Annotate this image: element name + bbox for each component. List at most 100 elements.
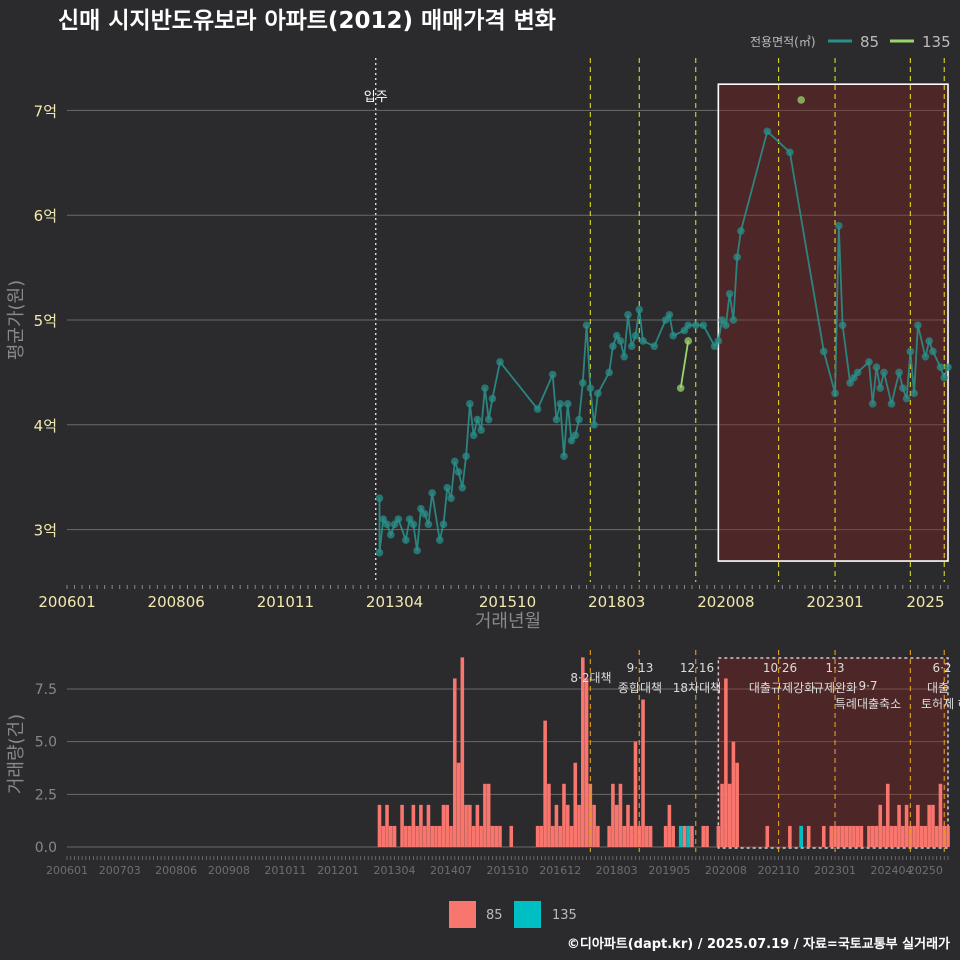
- legend-label-135: 135: [922, 33, 951, 51]
- data-point-85: [669, 331, 677, 340]
- price-x-tick-label: 2025: [906, 593, 944, 611]
- data-point-85: [819, 347, 828, 356]
- price-x-tick-label: 201011: [257, 593, 314, 611]
- data-point-85: [533, 405, 542, 413]
- price-y-tick-label: 4억: [34, 417, 57, 435]
- data-point-85: [624, 310, 632, 319]
- data-point-85: [409, 520, 418, 529]
- volume-x-tick-label: 202110: [758, 864, 800, 877]
- volume-bar-85: [543, 720, 547, 847]
- volume-bar-85: [381, 825, 386, 847]
- volume-bar-85: [882, 825, 886, 847]
- volume-bar-85: [912, 825, 916, 847]
- data-point-85: [612, 331, 621, 340]
- data-point-135: [684, 337, 693, 345]
- volume-bar-85: [946, 825, 950, 847]
- data-point-85: [590, 421, 598, 429]
- volume-bar-85: [569, 825, 574, 847]
- volume-bar-85: [486, 783, 491, 847]
- price-y-axis-label: 평균가(원): [6, 280, 27, 360]
- volume-bar-85: [806, 825, 811, 847]
- volume-x-tick-label: 200703: [99, 864, 141, 877]
- volume-x-tick-label: 201510: [487, 864, 529, 877]
- volume-bar-85: [471, 825, 476, 847]
- data-point-85: [838, 321, 847, 330]
- data-point-85: [850, 373, 858, 382]
- data-point-85: [458, 483, 467, 492]
- data-point-85: [563, 400, 572, 408]
- volume-bar-85: [573, 762, 578, 847]
- volume-bar-85: [592, 804, 596, 847]
- data-point-85: [496, 358, 504, 366]
- volume-x-tick-label: 201011: [264, 864, 306, 877]
- policy-date: 9·13: [627, 661, 654, 675]
- volume-bar-85: [833, 825, 837, 847]
- price-x-axis-label: 거래년월: [475, 611, 541, 632]
- volume-bar-85: [426, 804, 431, 847]
- volume-bar-85: [938, 783, 943, 847]
- volume-bar-85: [385, 804, 389, 847]
- data-point-85: [379, 515, 388, 523]
- policy-date: 12·16: [680, 661, 714, 675]
- policy-label: 규제완화: [813, 681, 857, 695]
- volume-bar-85: [844, 825, 849, 847]
- data-point-85: [710, 342, 719, 351]
- data-point-85: [390, 520, 399, 529]
- data-point-85: [876, 384, 885, 392]
- data-point-135: [676, 384, 685, 392]
- volume-x-tick-label: 202404: [871, 864, 913, 877]
- volume-bar-85: [641, 699, 645, 847]
- volume-bar-85: [852, 825, 856, 847]
- data-point-85: [899, 384, 907, 392]
- volume-bar-85: [441, 804, 446, 847]
- data-point-85: [661, 316, 670, 324]
- volume-bar-85: [622, 825, 627, 847]
- volume-legend: 85 135: [449, 901, 577, 928]
- volume-y-tick-label: 0.0: [35, 840, 57, 856]
- legend-label-85: 85: [860, 33, 879, 51]
- policy-date: 10·26: [763, 661, 797, 675]
- volume-bar-85: [645, 825, 649, 847]
- data-point-85: [722, 321, 730, 330]
- volume-bar-85: [445, 804, 450, 847]
- volume-bar-85: [919, 825, 924, 847]
- volume-bar-85: [648, 825, 653, 847]
- price-x-tick-label: 202301: [806, 593, 863, 611]
- policy-label: 대출규제강화: [749, 681, 815, 695]
- data-point-85: [594, 389, 602, 398]
- volume-x-tick-label: 200908: [208, 864, 250, 877]
- data-point-85: [428, 489, 437, 497]
- volume-y-tick-label: 5.0: [35, 735, 57, 751]
- data-point-85: [582, 321, 591, 330]
- volume-bar-85: [422, 825, 427, 847]
- volume-bar-85: [581, 657, 585, 847]
- volume-x-tick-label: 201803: [596, 864, 638, 877]
- data-point-85: [469, 431, 478, 440]
- volume-bar-85: [897, 804, 901, 847]
- data-point-85: [853, 368, 862, 377]
- data-point-85: [450, 457, 459, 466]
- data-point-85: [575, 415, 583, 424]
- data-point-85: [477, 426, 485, 434]
- data-point-85: [639, 337, 647, 345]
- policy-date: 1·3: [825, 661, 844, 675]
- price-y-tick-label: 3억: [34, 522, 57, 540]
- volume-bar-85: [893, 825, 898, 847]
- volume-x-tick-label: 201905: [648, 864, 690, 877]
- volume-bar-85: [731, 741, 736, 847]
- data-point-85: [868, 400, 877, 408]
- series-line-135: [679, 340, 690, 389]
- data-point-85: [402, 536, 410, 544]
- volume-bar-85: [464, 804, 468, 847]
- data-point-85: [405, 515, 414, 523]
- volume-bar-85: [547, 783, 551, 847]
- volume-bar-85: [607, 825, 611, 847]
- volume-bar-85: [437, 825, 442, 847]
- data-point-85: [620, 352, 629, 361]
- volume-bar-85: [682, 825, 687, 847]
- price-x-tick-label: 201304: [366, 593, 423, 611]
- volume-bar-85: [690, 825, 694, 847]
- data-point-85: [586, 384, 595, 392]
- data-point-85: [940, 373, 949, 382]
- legend-bar-label-85: 85: [486, 908, 503, 923]
